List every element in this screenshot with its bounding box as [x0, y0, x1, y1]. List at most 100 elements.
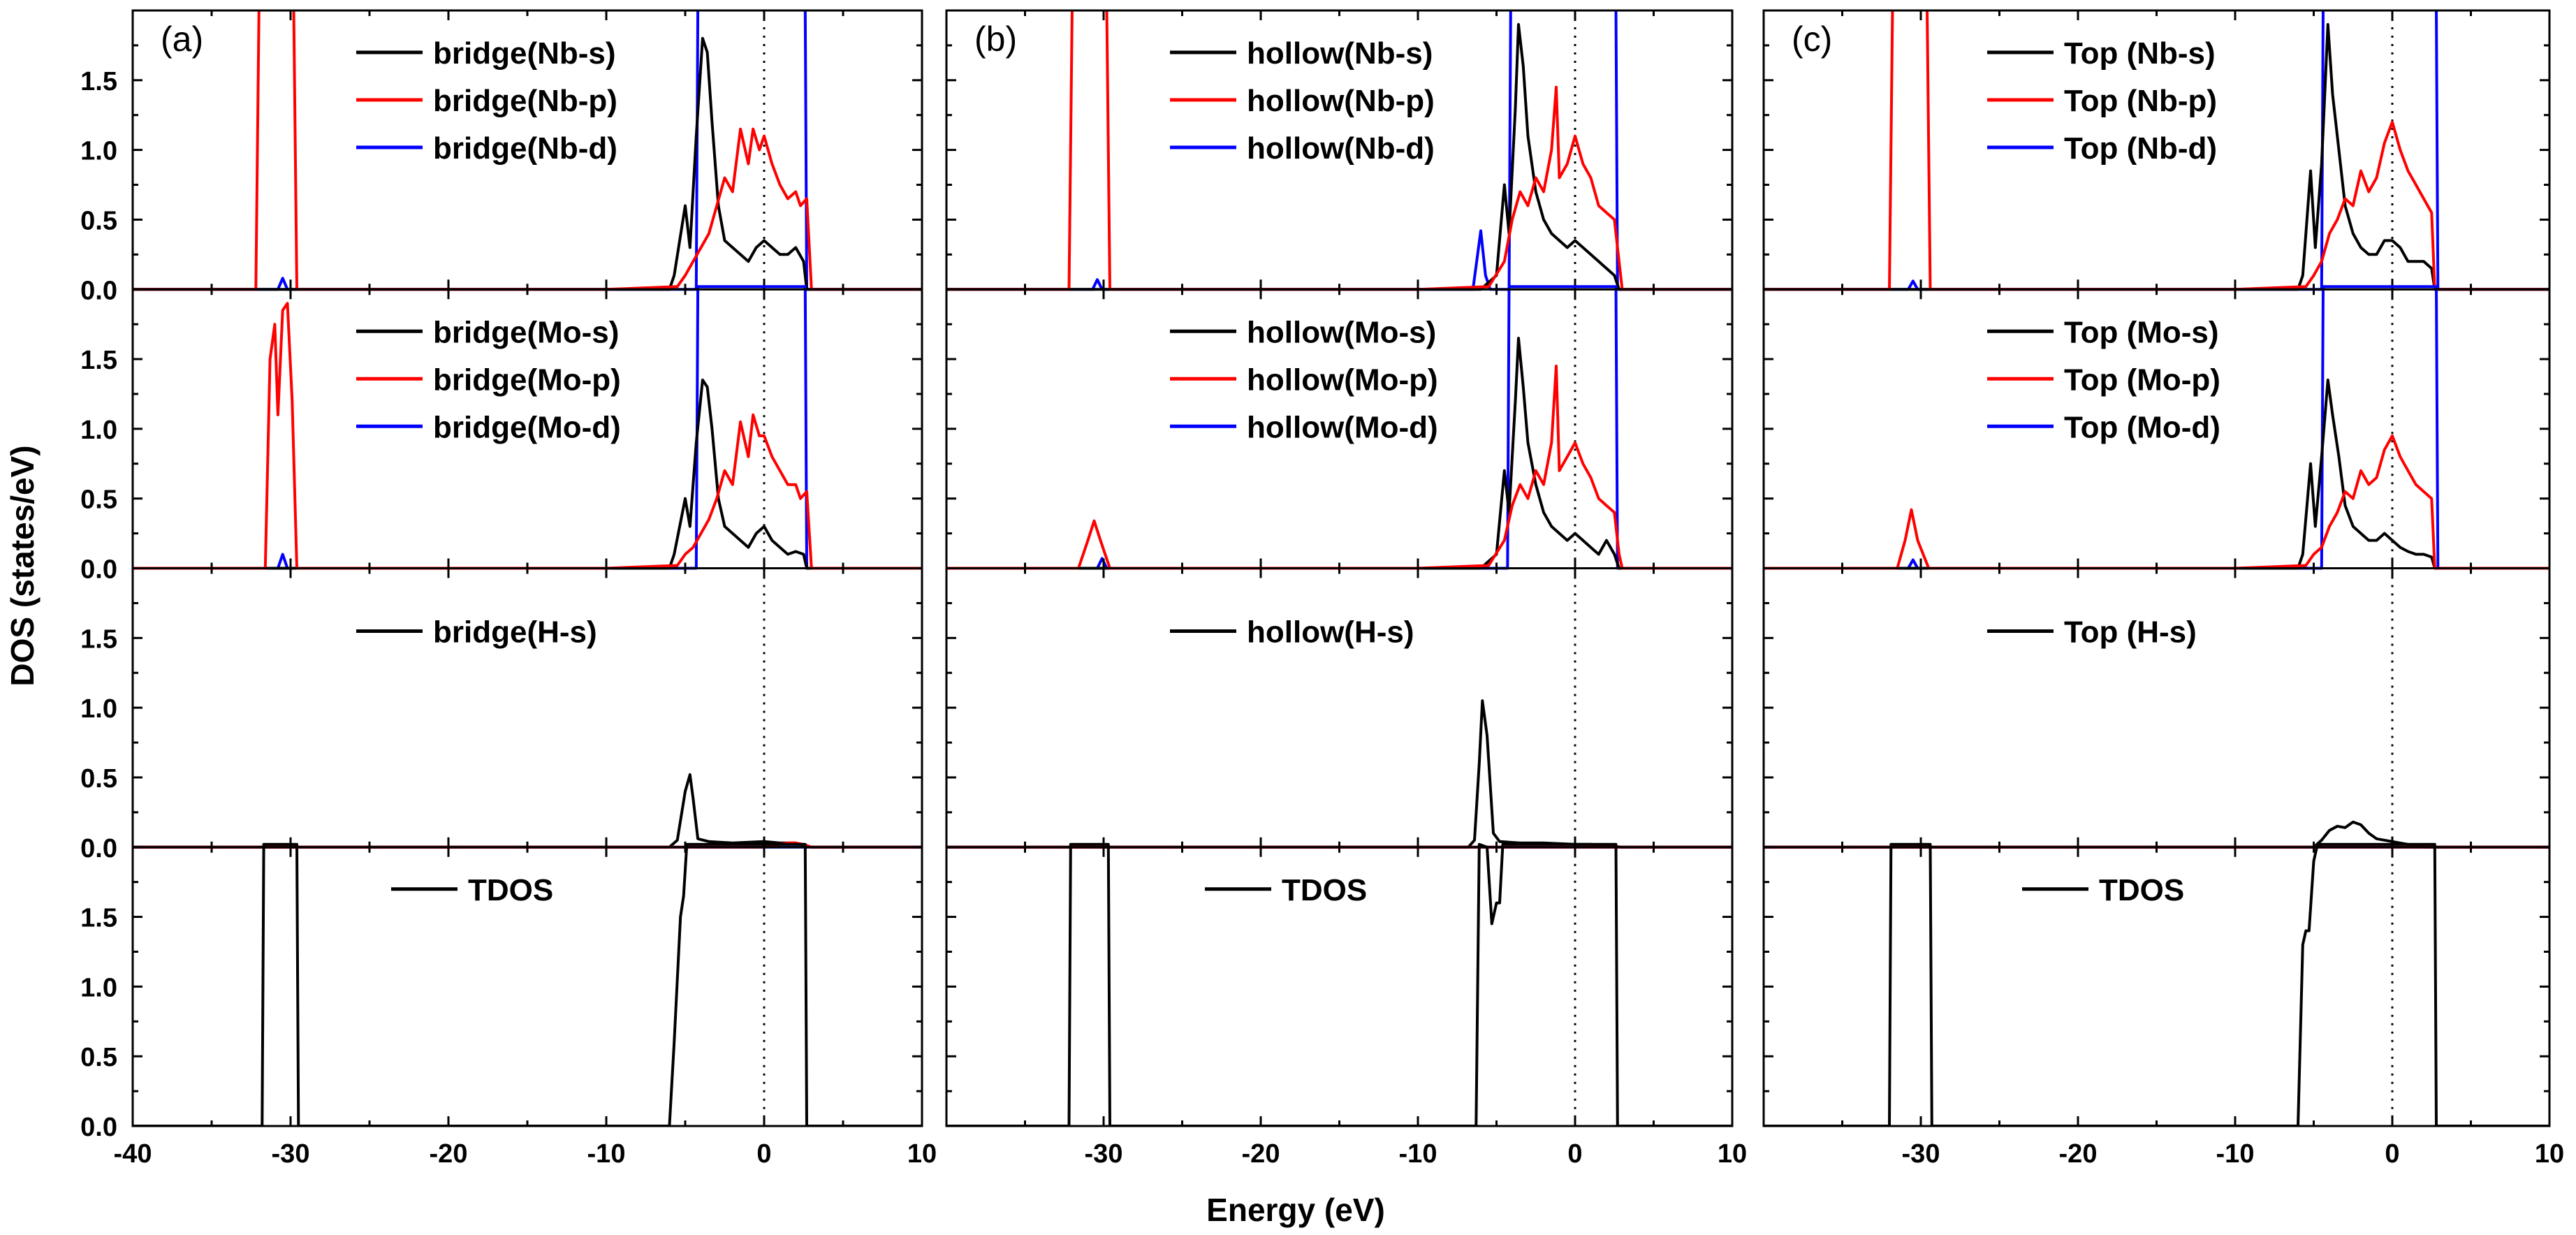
- legend-label: hollow(Mo-d): [1247, 410, 1438, 444]
- chart-title: (a): [161, 20, 203, 59]
- y-tick-label: 0.5: [80, 485, 117, 515]
- series-line-hollow-mo-s: [946, 337, 1732, 570]
- legend-label: bridge(Nb-d): [433, 131, 617, 166]
- panel-mo: hollow(Mo-s) hollow(Mo-p) hollow(Mo-d): [945, 285, 1734, 570]
- legend-label: Top (H-s): [2064, 615, 2197, 650]
- y-tick-label: 0.0: [80, 834, 117, 863]
- x-tick-label: -10: [587, 1139, 626, 1169]
- panel-frame: [131, 846, 923, 1127]
- y-tick-label: 1.5: [80, 904, 117, 933]
- legend-label: bridge(Nb-s): [433, 36, 616, 71]
- series-line-top-mo-s: [1764, 379, 2549, 570]
- legend: bridge(Nb-s) bridge(Nb-p) bridge(Nb-d): [356, 36, 617, 166]
- chart-title: (b): [974, 20, 1017, 59]
- x-tick-label: 0: [2385, 1139, 2399, 1169]
- legend: TDOS: [391, 873, 553, 907]
- legend-label: hollow(Nb-s): [1247, 36, 1433, 71]
- panel-tdos: 0.0 0.5 1.0 1.5 TDOS: [80, 842, 923, 1142]
- series-line-bridge-nb-s: [133, 36, 922, 291]
- y-tick-label: 0.5: [80, 764, 117, 794]
- series-group: [946, 842, 1732, 1126]
- legend-label: bridge(H-s): [433, 615, 597, 650]
- x-tick-label: -20: [1242, 1139, 1280, 1169]
- legend-label: TDOS: [2099, 873, 2184, 907]
- y-tick-label: 1.0: [80, 137, 117, 166]
- legend-label: Top (Nb-p): [2064, 84, 2217, 118]
- legend: Top (Nb-s) Top (Nb-p) Top (Nb-d): [1987, 36, 2217, 166]
- panel-nb: Top (Nb-s) Top (Nb-p) Top (Nb-d): [1762, 9, 2551, 291]
- y-tick-label: 0.0: [80, 1113, 117, 1142]
- y-axis-label: DOS (states/eV): [4, 445, 41, 686]
- legend: hollow(Mo-s) hollow(Mo-p) hollow(Mo-d): [1170, 315, 1438, 444]
- legend-label: bridge(Mo-d): [433, 410, 621, 444]
- series-group: [1764, 842, 2549, 1126]
- chart-c: Top (Nb-s) Top (Nb-p) Top (Nb-d) Top (Mo-s)…: [1762, 9, 2564, 1169]
- legend: Top (H-s): [1987, 615, 2197, 650]
- legend-label: hollow(Mo-s): [1247, 315, 1436, 349]
- y-tick-label: 1.5: [80, 346, 117, 375]
- panel-tdos: TDOS: [1762, 842, 2551, 1127]
- y-tick-label: 1.5: [80, 624, 117, 654]
- x-tick-label: -20: [430, 1139, 468, 1169]
- x-tick-label: 0: [756, 1139, 771, 1169]
- panel-frame: [1762, 846, 2551, 1127]
- legend-label: Top (Nb-s): [2064, 36, 2216, 71]
- y-tick-label: 1.0: [80, 973, 117, 1002]
- legend: bridge(H-s): [356, 615, 597, 650]
- x-tick-label: -40: [114, 1139, 152, 1169]
- series-group: [133, 842, 922, 1126]
- series-line-tdos: [946, 842, 1732, 1126]
- legend-label: hollow(Nb-p): [1247, 84, 1435, 118]
- x-tick-label: 0: [1567, 1139, 1582, 1169]
- legend-label: hollow(H-s): [1247, 615, 1414, 650]
- legend-label: hollow(Nb-d): [1247, 131, 1435, 166]
- plot-area: 0.0 0.5 1.0 1.5 bridge(Nb-s)bridge(Nb-p)brid…: [80, 9, 2564, 1169]
- legend-label: TDOS: [468, 873, 553, 907]
- y-tick-label: 0.5: [80, 1043, 117, 1072]
- x-tick-label: 10: [907, 1139, 937, 1169]
- x-tick-label: -30: [1902, 1139, 1940, 1169]
- legend-label: bridge(Mo-p): [433, 363, 621, 397]
- x-tick-label: 10: [1718, 1139, 1747, 1169]
- series-line-top-mo-p: [1764, 434, 2549, 570]
- legend: hollow(H-s): [1170, 615, 1414, 650]
- legend-label: hollow(Mo-p): [1247, 363, 1438, 397]
- chart-b: hollow(Nb-s)hollow(Nb-p)hollow(Nb-d)holl…: [945, 9, 1747, 1169]
- legend-label: Top (Mo-p): [2064, 363, 2220, 397]
- legend-label: Top (Nb-d): [2064, 131, 2217, 166]
- y-tick-label: 0.0: [80, 276, 117, 305]
- legend-label: Top (Mo-s): [2064, 315, 2219, 349]
- legend: Top (Mo-s) Top (Mo-p) Top (Mo-d): [1987, 315, 2220, 444]
- y-tick-label: 0.5: [80, 206, 117, 235]
- series-line-hollow-nb-s: [946, 23, 1732, 291]
- chart-title: (c): [1792, 20, 1832, 59]
- panel-mo: Top (Mo-s) Top (Mo-p) Top (Mo-d): [1762, 285, 2551, 570]
- series-line-tdos: [133, 842, 922, 1126]
- x-tick-label: -20: [2059, 1139, 2098, 1169]
- x-tick-label: -30: [272, 1139, 310, 1169]
- y-tick-label: 1.5: [80, 67, 117, 96]
- x-tick-label: -10: [2216, 1139, 2255, 1169]
- legend-label: TDOS: [1282, 873, 1367, 907]
- panel-frame: [945, 846, 1734, 1127]
- panel-nb: hollow(Nb-s) hollow(Nb-p) hollow(Nb-d): [945, 9, 1734, 291]
- legend: bridge(Mo-s) bridge(Mo-p) bridge(Mo-d): [356, 315, 621, 444]
- y-tick-label: 1.0: [80, 694, 117, 724]
- series-line-bridge-mo-s: [133, 379, 922, 570]
- y-tick-label: 1.0: [80, 416, 117, 445]
- series-line-top-nb-s: [1764, 23, 2549, 291]
- legend: TDOS: [2022, 873, 2184, 907]
- x-tick-label: -10: [1399, 1139, 1437, 1169]
- legend: hollow(Nb-s) hollow(Nb-p) hollow(Nb-d): [1170, 36, 1435, 166]
- x-tick-label: 10: [2535, 1139, 2564, 1169]
- legend-label: Top (Mo-d): [2064, 410, 2220, 444]
- series-line-tdos: [1764, 842, 2549, 1126]
- legend: TDOS: [1205, 873, 1367, 907]
- panel-tdos: TDOS: [945, 842, 1734, 1127]
- series-line-bridge-mo-p: [133, 302, 922, 570]
- series-line-hollow-mo-p: [946, 365, 1732, 570]
- x-tick-label: -30: [1085, 1139, 1123, 1169]
- y-tick-label: 0.0: [80, 555, 117, 585]
